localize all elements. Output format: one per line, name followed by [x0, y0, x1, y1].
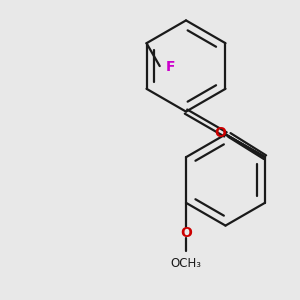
Text: OCH₃: OCH₃: [170, 257, 202, 270]
Text: F: F: [166, 60, 175, 74]
Text: O: O: [180, 226, 192, 240]
Text: O: O: [214, 125, 226, 140]
